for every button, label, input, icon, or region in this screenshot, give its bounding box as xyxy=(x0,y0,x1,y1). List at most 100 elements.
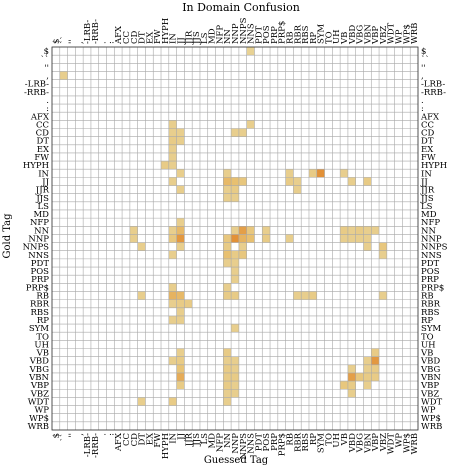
cell-comma-bqbq xyxy=(59,71,68,80)
cell-nnps-jj xyxy=(176,242,185,251)
x-tick-label-bottom: MD xyxy=(208,433,218,449)
y-tick-label-left: MD xyxy=(33,210,49,220)
x-tick-label-bottom: WP xyxy=(395,433,405,448)
x-tick-label-bottom: `` xyxy=(59,433,70,442)
y-tick-label-left: NN xyxy=(34,226,49,236)
cell-wdt-nn xyxy=(223,397,232,406)
y-tick-label-right: WP$ xyxy=(421,414,441,424)
cell-jjr-nn xyxy=(223,185,232,194)
x-tick-label-bottom: POS xyxy=(262,433,272,452)
y-tick-label-right: HYPH xyxy=(421,161,447,171)
x-axis-label: Guessed Tag xyxy=(204,455,269,466)
cell-vbp-vbn xyxy=(363,381,372,390)
cell-jjs-nn xyxy=(223,193,232,202)
cell-rbr-in xyxy=(168,299,177,308)
y-tick-label-left: NNS xyxy=(28,251,49,261)
y-tick-label-right: NNP xyxy=(421,235,442,245)
cell-cc-nns xyxy=(246,120,255,129)
y-tick-label-right: SYM xyxy=(421,324,441,334)
x-tick-label-top: CD xyxy=(130,30,140,44)
cell-vbd-vbn xyxy=(363,356,372,365)
y-tick-label-left: VBN xyxy=(28,373,49,383)
x-tick-label-top: NFP xyxy=(215,25,225,44)
cell-in-rb xyxy=(285,169,294,178)
x-tick-label-top: PRP xyxy=(270,26,280,44)
y-tick-label-left: CC xyxy=(36,120,49,130)
heatmap-cells xyxy=(59,47,387,406)
y-tick-label-left: WRB xyxy=(28,422,49,432)
cell-pos-nnp xyxy=(231,267,239,276)
cell-nnp-vbd xyxy=(347,234,356,243)
y-tick-label-left: '' xyxy=(44,63,49,73)
x-tick-label-top: TO xyxy=(324,31,334,44)
x-tick-label-bottom: VBZ xyxy=(379,433,389,452)
cell-nnp-jj xyxy=(176,234,185,243)
cell-jjr-rbr xyxy=(293,185,302,194)
x-tick-label-bottom: VBD xyxy=(348,433,358,453)
x-tick-label-top: WP xyxy=(395,29,405,44)
y-tick-label-right: MD xyxy=(421,210,437,220)
y-tick-label-right: DT xyxy=(421,137,434,147)
x-tick-label-bottom: VB xyxy=(340,433,350,446)
cell-nnp-pos xyxy=(262,234,271,243)
x-tick-label-top: RB xyxy=(286,31,296,44)
x-tick-label-top: POS xyxy=(262,25,272,44)
y-tick-label-left: RP xyxy=(37,316,49,326)
cell-nnps-dt xyxy=(137,242,146,251)
cell-nn-nnps xyxy=(238,226,247,235)
cell-jj-nnp xyxy=(231,177,239,186)
cell-vbn-jj xyxy=(176,372,185,382)
x-tick-label-top: '' xyxy=(67,39,77,44)
cell-hyph-hyph xyxy=(161,161,169,170)
cell-vb-jj xyxy=(176,348,185,357)
x-tick-label-bottom: SYM xyxy=(317,433,327,453)
x-tick-label-top: VBN xyxy=(363,24,373,45)
y-tick-label-right: WDT xyxy=(421,397,443,407)
x-tick-label-bottom: HYPH xyxy=(161,433,171,459)
x-tick-label-bottom: WDT xyxy=(387,433,397,455)
x-tick-label-bottom: -LRB- xyxy=(83,433,93,457)
cell-nns-vbz xyxy=(379,250,387,259)
cell-vbn-vbg xyxy=(355,372,364,382)
cell-vbd-in xyxy=(168,356,177,365)
y-tick-label-left: : xyxy=(46,104,49,114)
x-tick-label-bottom: IN xyxy=(169,432,179,443)
cell-jj-vbd xyxy=(347,177,356,186)
y-tick-label-right: . xyxy=(421,96,424,106)
cell-vbn-vbn xyxy=(363,372,372,382)
x-tick-label-bottom: JJ xyxy=(176,432,186,440)
y-tick-label-right: NNS xyxy=(421,251,442,261)
cell-jjr-jj xyxy=(176,185,185,194)
cell-pdt-nnp xyxy=(231,258,239,268)
cell-rb-in xyxy=(168,291,177,300)
cell-vbg-jj xyxy=(176,364,185,373)
cell-in-vb xyxy=(340,169,348,178)
y-tick-label-right: NN xyxy=(421,226,436,236)
cell-nns-nnps xyxy=(238,250,247,259)
tick-labels: $ $$$`` ``````'' '''''', ,,,-LRB- -LRB--LRB--… xyxy=(23,17,448,459)
y-tick-label-right: $ xyxy=(421,47,426,57)
cell-jj-rbr xyxy=(293,177,302,186)
cell-nn-vbg xyxy=(355,226,364,235)
x-tick-label-top: FW xyxy=(153,29,163,44)
y-tick-label-right: VBG xyxy=(420,365,441,375)
y-tick-label-left: WDT xyxy=(28,397,50,407)
x-tick-label-top: HYPH xyxy=(161,18,171,44)
cell-dollar-nns xyxy=(246,47,255,56)
y-tick-label-right: VBN xyxy=(420,373,441,383)
x-tick-label-bottom: $ xyxy=(52,433,62,438)
y-tick-label-left: -RRB- xyxy=(24,88,49,98)
x-tick-label-bottom: WRB xyxy=(410,433,420,454)
x-tick-label-top: MD xyxy=(208,28,218,44)
cell-rb-dt xyxy=(137,291,146,300)
y-tick-label-right: -LRB- xyxy=(421,80,445,90)
x-tick-label-bottom: DT xyxy=(138,433,148,446)
x-tick-label-bottom: AFX xyxy=(114,432,124,452)
cell-rb-vbz xyxy=(379,291,387,300)
x-tick-label-bottom: JJR xyxy=(184,432,194,447)
cell-nn-vbp xyxy=(371,226,380,235)
cell-jjs-nnp xyxy=(231,193,239,202)
cell-nnp-nn xyxy=(223,234,232,243)
cell-vbp-vbd xyxy=(347,381,356,390)
cell-nnp-nnp xyxy=(231,234,239,243)
